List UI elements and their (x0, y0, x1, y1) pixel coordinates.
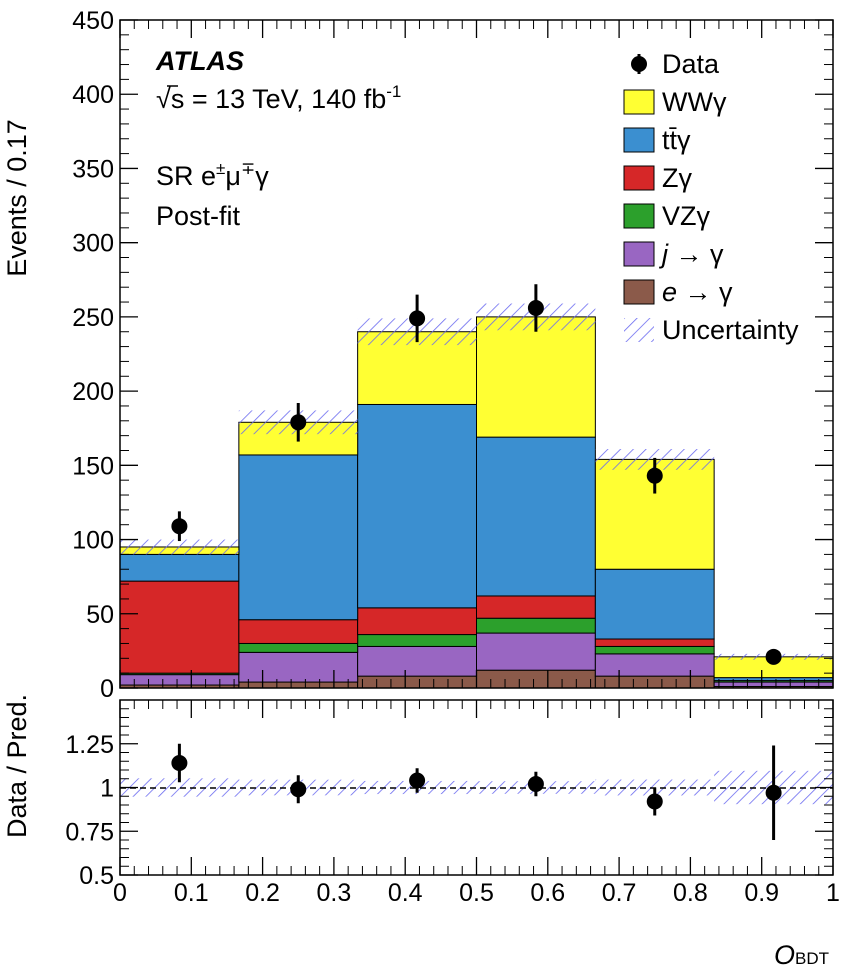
bar-Z-1 (238, 619, 359, 644)
y-tick-label-2: 100 (72, 527, 114, 555)
bar-e-4 (594, 675, 715, 689)
legend-label-5: e → γ (662, 277, 733, 307)
bar-Z-3 (476, 595, 596, 619)
ratio-y-tick-label-2: 1 (100, 775, 114, 803)
y-tick-label-4: 200 (72, 378, 114, 406)
legend-data-marker (631, 56, 647, 72)
uncertainty-bin-0 (120, 539, 239, 555)
ratio-point-2 (409, 772, 426, 789)
bar-tt-3 (476, 436, 596, 597)
y-tick-label-3: 150 (72, 452, 114, 480)
legend: Data WWγ tt̄γ Zγ VZγ j → γ e → γ Uncertainty (623, 49, 799, 345)
x-tick-label-2: 0.2 (245, 879, 280, 907)
data-point-0 (171, 518, 188, 535)
bar-Z-2 (357, 607, 478, 636)
x-tick-label-0: 0 (113, 879, 127, 907)
x-tick-label-9: 0.9 (744, 879, 779, 907)
legend-label-3: VZγ (662, 201, 711, 231)
data-point-2 (409, 310, 426, 327)
ratio-y-tick-label-3: 1.25 (65, 731, 114, 759)
legend-label-1: tt̄γ (662, 125, 691, 155)
bar-e-2 (357, 675, 478, 689)
bar-tt-1 (238, 454, 359, 621)
bar-j-0 (119, 674, 240, 686)
bar-Z-4 (594, 638, 715, 647)
bar-j-3 (476, 632, 596, 671)
legend-swatch-uncertainty (624, 318, 654, 342)
data-point-5 (765, 648, 782, 665)
legend-label-uncertainty: Uncertainty (662, 315, 799, 345)
bar-tt-2 (357, 403, 478, 609)
data-points (171, 284, 782, 665)
legend-label-4: j → γ (658, 239, 724, 269)
data-point-4 (646, 467, 663, 484)
bar-j-2 (357, 645, 478, 677)
x-tick-label-4: 0.4 (388, 879, 423, 907)
legend-swatch-2 (623, 165, 655, 191)
legend-swatch-3 (623, 203, 655, 229)
y-tick-label-8: 400 (72, 81, 114, 109)
bar-tt-4 (594, 568, 715, 640)
ratio-data-points (171, 743, 782, 840)
x-tick-label-5: 0.5 (459, 879, 494, 907)
ratio-point-1 (290, 781, 307, 798)
ratio-uncertainty-bin-0 (120, 778, 239, 797)
legend-swatch-1 (623, 127, 655, 153)
x-tick-label-10: 1 (826, 879, 840, 907)
data-point-1 (290, 414, 307, 431)
energy-lumi-label: √s = 13 TeV, 140 fb-1 (156, 82, 401, 114)
data-point-3 (527, 299, 544, 316)
bar-VZ-2 (357, 634, 478, 647)
ratio-y-tick-label-1: 0.75 (65, 818, 114, 846)
ratio-point-3 (527, 776, 544, 792)
ratio-y-axis-label: Data / Pred. (2, 694, 32, 838)
x-tick-label-7: 0.7 (602, 879, 637, 907)
ratio-uncertainty-band (120, 770, 833, 805)
legend-swatch-4 (623, 241, 655, 267)
legend-label-2: Zγ (662, 163, 692, 193)
legend-label-data: Data (662, 49, 720, 79)
ratio-point-4 (646, 793, 663, 810)
bar-j-5 (713, 681, 834, 688)
bar-WW-4 (594, 458, 715, 570)
atlas-label: ATLAS (155, 46, 244, 76)
y-tick-label-9: 450 (72, 7, 114, 35)
fit-label: Post-fit (156, 201, 241, 231)
x-tick-label-6: 0.6 (530, 879, 565, 907)
x-tick-label-3: 0.3 (317, 879, 352, 907)
bar-e-1 (238, 681, 359, 689)
y-tick-label-6: 300 (72, 230, 114, 258)
bar-VZ-1 (238, 642, 359, 653)
bar-WW-3 (476, 316, 596, 438)
y-axis-label: Events / 0.17 (2, 119, 32, 277)
stack-bars (119, 316, 834, 689)
region-label: SR e±μ∓γ (156, 159, 269, 191)
bar-Z-0 (119, 580, 240, 674)
bar-VZ-3 (476, 617, 596, 634)
legend-swatch-5 (623, 279, 655, 305)
x-tick-label-1: 0.1 (174, 879, 209, 907)
bar-j-4 (594, 653, 715, 677)
axis-ticks: 0 50 100 150 200 250 300 350 400 450 0.5 0.75 1 1.25 0… (65, 7, 840, 907)
legend-label-0: WWγ (662, 87, 727, 117)
bar-VZ-4 (594, 645, 715, 655)
legend-swatch-0 (623, 89, 655, 115)
y-tick-label-1: 50 (86, 601, 114, 629)
bar-tt-0 (119, 553, 240, 582)
x-axis-label: OBDT (774, 940, 829, 968)
y-tick-label-0: 0 (100, 675, 114, 703)
x-tick-label-8: 0.8 (673, 879, 708, 907)
y-tick-label-5: 250 (72, 304, 114, 332)
bar-j-1 (238, 651, 359, 683)
bar-e-3 (476, 669, 596, 689)
y-tick-label-7: 350 (72, 155, 114, 183)
ratio-point-0 (171, 755, 188, 771)
ratio-point-5 (765, 784, 782, 801)
ratio-y-tick-label-0: 0.5 (79, 862, 114, 890)
